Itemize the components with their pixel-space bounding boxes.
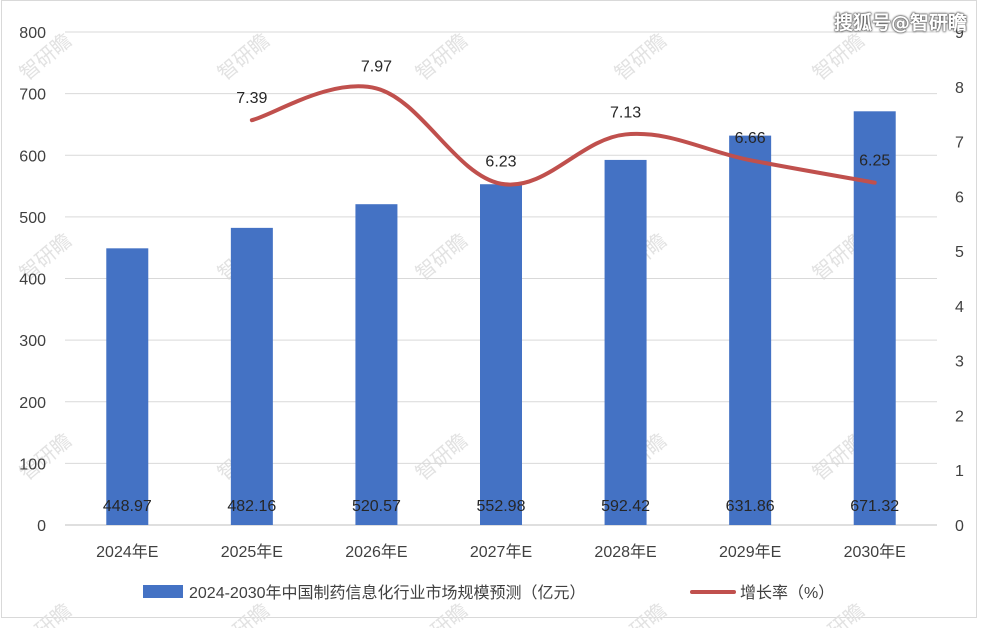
line-value-label: 7.97	[361, 58, 392, 75]
left-tick-label: 300	[19, 333, 46, 350]
bar	[480, 184, 522, 525]
category-label: 2026年E	[345, 543, 407, 561]
line-series	[249, 84, 877, 187]
bar	[604, 159, 647, 525]
right-axis: 0 1 2 3 4 5 6 7 8 9	[955, 25, 964, 535]
bar-value-label: 552.98	[477, 498, 526, 515]
watermark-tile: 智研瞻	[213, 29, 274, 85]
watermark-tile: 智研瞻	[213, 599, 274, 628]
bar-data-labels: 448.97 482.16 520.57 552.98 592.42 631.86 671.…	[103, 498, 899, 515]
left-axis: 0 100 200 300 400 500 600 700 800	[19, 25, 46, 535]
growth-rate-line	[249, 84, 877, 187]
bar-value-label: 448.97	[103, 498, 152, 515]
watermark-tile: 智研瞻	[411, 29, 472, 85]
left-tick-label: 700	[19, 87, 46, 104]
legend-line-label: 增长率（%）	[740, 584, 834, 602]
left-tick-label: 400	[19, 272, 46, 289]
right-tick-label: 2	[955, 408, 964, 425]
watermark-tile: 智研瞻	[610, 29, 671, 85]
right-tick-label: 0	[955, 518, 964, 535]
watermark-tile: 智研瞻	[610, 599, 671, 628]
legend-bar-swatch	[143, 585, 183, 598]
category-label: 2029年E	[719, 543, 781, 561]
bar	[853, 111, 896, 526]
right-tick-label: 3	[955, 354, 964, 371]
watermark-tile: 智研瞻	[808, 29, 869, 85]
watermark-tile: 智研瞻	[411, 429, 472, 485]
watermark-tile: 智研瞻	[15, 599, 76, 628]
left-tick-label: 600	[19, 148, 46, 165]
left-tick-label: 200	[19, 395, 46, 412]
bar	[230, 227, 273, 525]
watermark-tile: 智研瞻	[411, 229, 472, 285]
category-axis: 2024年E 2025年E 2026年E 2027年E 2028年E 2029年E 2030…	[96, 543, 906, 561]
left-tick-label: 500	[19, 210, 46, 227]
category-label: 2024年E	[96, 543, 158, 561]
bar-value-label: 671.32	[850, 498, 899, 515]
line-value-label: 7.39	[236, 90, 267, 107]
bar	[106, 248, 149, 525]
right-tick-label: 4	[955, 299, 964, 316]
bar-value-label: 631.86	[726, 498, 775, 515]
line-value-label: 6.23	[485, 154, 516, 171]
right-tick-label: 6	[955, 189, 964, 206]
right-tick-label: 5	[955, 244, 964, 261]
line-value-label: 6.25	[859, 153, 890, 170]
watermark-tile: 智研瞻	[808, 599, 869, 628]
category-label: 2030年E	[844, 543, 906, 561]
line-value-label: 7.13	[610, 104, 641, 121]
watermark-tile: 智研瞻	[411, 599, 472, 628]
bar	[355, 204, 398, 525]
bar	[729, 135, 772, 525]
legend: 2024-2030年中国制药信息化行业市场规模预测（亿元） 增长率（%）	[143, 584, 834, 602]
right-tick-label: 1	[955, 463, 964, 480]
category-label: 2028年E	[594, 543, 656, 561]
source-watermark: 搜狐号@智研瞻	[833, 12, 967, 34]
right-tick-label: 8	[955, 80, 964, 97]
category-label: 2025年E	[221, 543, 283, 561]
left-tick-label: 100	[19, 456, 46, 473]
right-tick-label: 9	[955, 25, 964, 42]
right-tick-label: 7	[955, 135, 964, 152]
line-value-label: 6.66	[735, 130, 766, 147]
bar-value-label: 482.16	[227, 498, 276, 515]
bar-value-label: 592.42	[601, 498, 650, 515]
category-label: 2027年E	[470, 543, 532, 561]
left-tick-label: 800	[19, 25, 46, 42]
left-tick-label: 0	[37, 518, 46, 535]
bar-value-label: 520.57	[352, 498, 401, 515]
legend-bar-label: 2024-2030年中国制药信息化行业市场规模预测（亿元）	[189, 584, 586, 602]
line-data-labels: 7.39 7.97 6.23 7.13 6.66 6.25	[236, 58, 890, 170]
